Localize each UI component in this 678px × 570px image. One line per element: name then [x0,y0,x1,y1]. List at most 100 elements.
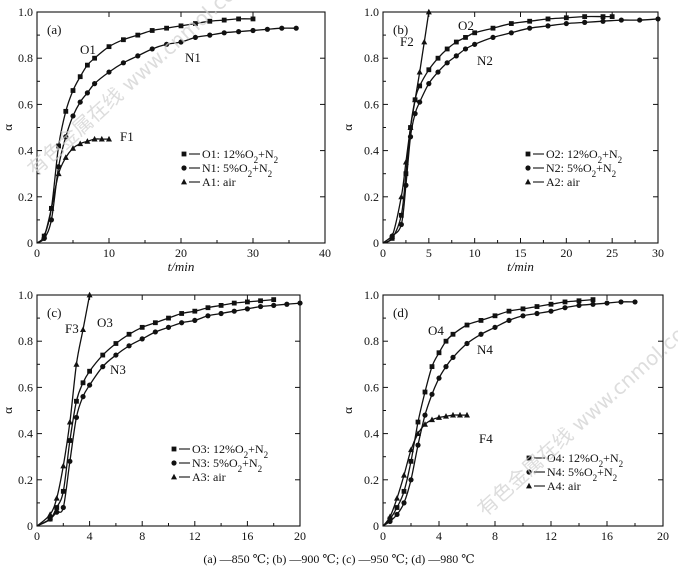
x-tick-label: 20 [560,246,572,260]
data-point-circle [637,17,643,23]
data-point-circle [60,504,66,511]
data-point-triangle [41,232,48,239]
data-point-square [85,62,90,68]
y-tick-label: 0 [27,519,33,533]
data-point-triangle [84,138,91,144]
x-tick-label: 20 [294,529,306,543]
data-point-square [426,67,432,73]
data-point-triangle [62,154,69,160]
data-point-circle [443,364,449,370]
data-point-square [63,108,69,114]
data-point-circle [63,134,69,140]
data-point-square [443,338,449,344]
data-point-triangle [77,140,84,147]
data-point-square [271,297,277,303]
y-tick-label: 0 [373,236,379,250]
x-tick-label: 16 [241,529,253,543]
data-point-circle [218,310,224,317]
x-tick-label: 4 [436,529,442,543]
data-point-triangle [402,158,409,165]
data-point-square [527,18,533,24]
data-point-square [436,350,442,356]
data-point-square [562,299,568,305]
data-point-circle [106,69,112,75]
data-point-circle [231,308,237,314]
legend-marker-circle [525,165,531,171]
data-point-square [545,16,551,22]
x-tick-label: 12 [545,529,557,543]
data-point-triangle [408,446,414,453]
data-point-square [398,212,404,218]
data-point-circle [192,317,198,324]
series-tag-O3: O3 [97,315,113,330]
data-point-square [435,55,441,61]
x-tick-label: 12 [189,529,201,543]
data-point-circle [113,352,119,358]
data-point-circle [545,23,551,29]
x-tick-label: 10 [103,246,115,260]
data-point-circle [250,27,256,34]
y-tick-label: 0.8 [18,51,33,65]
data-point-square [563,15,569,21]
data-point-circle [464,340,470,347]
series-tag-N3: N3 [110,362,126,377]
x-tick-label: 0 [34,529,40,543]
legend-label: N3: 5%O2+N2 [192,456,262,474]
data-point-square [152,320,158,326]
series-tag-F1: F1 [120,129,134,144]
data-point-triangle [416,68,423,75]
data-point-circle [435,69,441,75]
legend-label: A2: air [546,175,580,189]
y-tick-label: 0.2 [364,190,379,204]
data-point-triangle [412,96,419,103]
data-point-square [74,398,79,404]
data-point-circle [221,30,227,36]
data-point-square [450,331,456,337]
data-point-circle [618,299,624,305]
data-point-triangle [443,413,449,419]
data-point-square [205,305,211,311]
y-tick-label: 0.4 [364,427,379,441]
y-axis-label: α [0,407,15,414]
x-tick-label: 15 [515,246,527,260]
y-tick-label: 0.2 [18,473,33,487]
data-point-square [548,301,554,307]
x-tick-label: 0 [34,246,40,260]
legend-marker-circle [526,469,532,475]
data-point-triangle [86,291,93,298]
data-point-circle [548,308,554,314]
data-point-triangle [66,418,73,425]
legend-label: O4: 12%O2+N2 [547,451,623,469]
series-tag-O2: O2 [458,18,474,33]
data-point-square [472,30,478,36]
data-point-square [600,14,606,20]
x-tick-label: 8 [139,529,145,543]
data-point-square [67,438,73,443]
series-tag-F4: F4 [479,431,493,446]
data-point-circle [415,442,421,448]
data-point-square [193,21,198,26]
legend-marker-square [525,151,531,157]
data-point-triangle [70,145,76,151]
data-point-square [258,298,263,304]
data-point-circle [422,412,428,418]
data-point-square [408,458,414,464]
data-point-circle [73,414,80,421]
series-line-N1 [36,27,297,244]
y-tick-label: 0.2 [18,190,33,204]
data-point-square [149,28,155,33]
data-point-circle [297,300,303,306]
series-line-N3 [36,302,301,527]
data-point-triangle [457,411,463,418]
data-point-square [492,313,498,319]
data-point-circle [534,310,540,317]
x-tick-label: 0 [380,246,386,260]
series-line-O3 [36,298,274,527]
data-point-square [179,311,185,316]
data-point-triangle [425,8,432,15]
data-point-circle [590,301,596,307]
y-tick-label: 0.8 [364,51,379,65]
y-tick-label: 0 [373,519,379,533]
data-point-square [520,306,526,312]
data-point-triangle [60,462,67,469]
